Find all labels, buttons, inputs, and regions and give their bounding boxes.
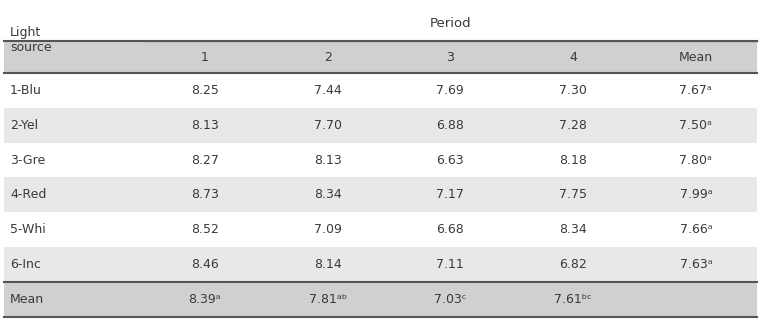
Text: 7.61ᵇᶜ: 7.61ᵇᶜ — [554, 293, 592, 306]
Text: 7.28: 7.28 — [559, 119, 587, 132]
Text: 7.30: 7.30 — [559, 84, 587, 97]
Text: 7.66ᵃ: 7.66ᵃ — [680, 223, 712, 236]
Text: 8.46: 8.46 — [191, 258, 218, 271]
Text: 8.73: 8.73 — [191, 188, 219, 201]
Text: 8.34: 8.34 — [559, 223, 587, 236]
Bar — [4, 247, 757, 282]
Bar — [4, 6, 757, 41]
Text: 6-Inc: 6-Inc — [10, 258, 41, 271]
Text: 2: 2 — [323, 51, 332, 64]
Text: 6.88: 6.88 — [436, 119, 464, 132]
Text: 7.70: 7.70 — [314, 119, 342, 132]
Text: 4: 4 — [569, 51, 577, 64]
Text: 7.44: 7.44 — [314, 84, 342, 97]
Bar — [4, 212, 757, 247]
Text: 8.25: 8.25 — [191, 84, 219, 97]
Text: 6.63: 6.63 — [437, 154, 464, 167]
Text: Mean: Mean — [679, 51, 713, 64]
Text: 4-Red: 4-Red — [10, 188, 46, 201]
Bar — [4, 108, 757, 143]
Bar — [4, 41, 757, 73]
Text: 1: 1 — [201, 51, 209, 64]
Text: 7.99ᵃ: 7.99ᵃ — [680, 188, 712, 201]
Text: 8.27: 8.27 — [191, 154, 219, 167]
Text: 3: 3 — [447, 51, 454, 64]
Text: 7.50ᵃ: 7.50ᵃ — [680, 119, 712, 132]
Bar — [4, 178, 757, 212]
Bar — [4, 73, 757, 108]
Text: 1-Blu: 1-Blu — [10, 84, 42, 97]
Text: Mean: Mean — [10, 293, 44, 306]
Text: 8.13: 8.13 — [314, 154, 342, 167]
Text: 7.81ᵃᵇ: 7.81ᵃᵇ — [308, 293, 347, 306]
Text: Light
source: Light source — [10, 26, 52, 54]
Text: 7.69: 7.69 — [437, 84, 464, 97]
Text: 8.34: 8.34 — [314, 188, 342, 201]
Text: 7.09: 7.09 — [314, 223, 342, 236]
Text: 8.18: 8.18 — [559, 154, 587, 167]
Text: 8.39ᵃ: 8.39ᵃ — [189, 293, 221, 306]
Text: 7.11: 7.11 — [437, 258, 464, 271]
Text: 7.80ᵃ: 7.80ᵃ — [680, 154, 712, 167]
Text: 7.63ᵃ: 7.63ᵃ — [680, 258, 712, 271]
Text: Period: Period — [429, 17, 471, 30]
Text: 7.17: 7.17 — [436, 188, 464, 201]
Text: 5-Whi: 5-Whi — [10, 223, 46, 236]
Text: 7.75: 7.75 — [559, 188, 587, 201]
Bar — [4, 143, 757, 178]
Text: 8.13: 8.13 — [191, 119, 218, 132]
Text: 7.03ᶜ: 7.03ᶜ — [434, 293, 466, 306]
Text: 2-Yel: 2-Yel — [10, 119, 38, 132]
Text: 8.14: 8.14 — [314, 258, 342, 271]
Bar — [4, 282, 757, 317]
Text: 6.82: 6.82 — [559, 258, 587, 271]
Text: 7.67ᵃ: 7.67ᵃ — [680, 84, 712, 97]
Text: 3-Gre: 3-Gre — [10, 154, 45, 167]
Text: 6.68: 6.68 — [437, 223, 464, 236]
Text: 8.52: 8.52 — [191, 223, 219, 236]
